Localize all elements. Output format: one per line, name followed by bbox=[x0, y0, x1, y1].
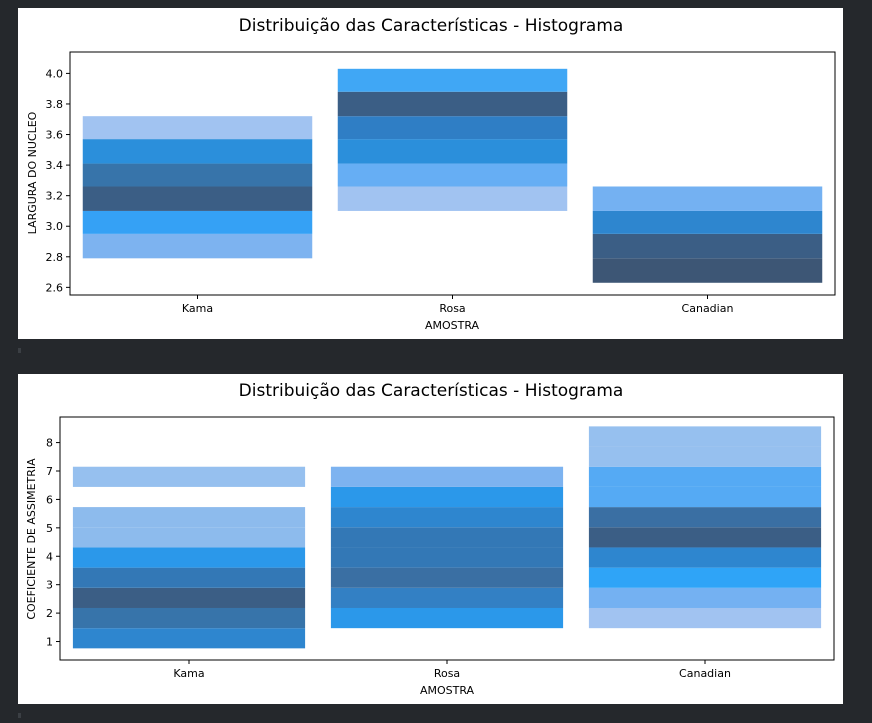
histogram-bin bbox=[588, 547, 822, 568]
histogram-bin bbox=[72, 466, 306, 487]
histogram-bin bbox=[337, 116, 568, 140]
chart-title: Distribuição das Características - Histo… bbox=[239, 381, 624, 401]
x-tick-label: Rosa bbox=[439, 302, 465, 315]
histogram-bin bbox=[588, 587, 822, 608]
histogram-bin bbox=[330, 507, 564, 528]
y-tick-label: 8 bbox=[46, 437, 53, 450]
histogram-bin bbox=[72, 507, 306, 528]
histogram-chart-largura: Distribuição das Características - Histo… bbox=[26, 16, 836, 332]
histogram-bin bbox=[330, 486, 564, 508]
histogram-bin bbox=[82, 186, 313, 211]
y-tick-label: 6 bbox=[46, 493, 53, 506]
histogram-bin bbox=[588, 567, 822, 588]
x-tick-label: Rosa bbox=[434, 667, 460, 680]
x-tick-label: Canadian bbox=[682, 302, 734, 315]
histogram-cells bbox=[82, 68, 823, 283]
histogram-bin bbox=[330, 466, 564, 487]
x-tick-label: Kama bbox=[173, 667, 204, 680]
histogram-bin bbox=[588, 466, 822, 487]
y-tick-label: 2 bbox=[46, 607, 53, 620]
histogram-bin bbox=[588, 507, 822, 528]
histogram-bin bbox=[588, 486, 822, 508]
histogram-bin bbox=[330, 527, 564, 548]
plot-frame bbox=[59, 416, 835, 661]
histogram-bin bbox=[72, 607, 306, 629]
histogram-bin bbox=[82, 139, 313, 164]
x-axis-label: AMOSTRA bbox=[420, 684, 475, 697]
histogram-cells bbox=[72, 426, 822, 649]
histogram-bin bbox=[588, 426, 822, 447]
histogram-bin bbox=[592, 186, 823, 211]
histogram-bin bbox=[72, 527, 306, 548]
x-tick-label: Canadian bbox=[679, 667, 731, 680]
histogram-bin bbox=[82, 116, 313, 140]
histogram-bin bbox=[82, 233, 313, 259]
histogram-bin bbox=[330, 567, 564, 588]
scroll-marker bbox=[18, 713, 21, 718]
histogram-bin bbox=[72, 587, 306, 608]
scroll-marker bbox=[18, 348, 21, 353]
histogram-bin bbox=[337, 139, 568, 164]
y-tick-label: 5 bbox=[46, 522, 53, 535]
histogram-bin bbox=[592, 258, 823, 283]
histogram-bin bbox=[588, 446, 822, 467]
histogram-bin bbox=[337, 68, 568, 92]
y-tick-label: 3.6 bbox=[46, 129, 64, 142]
x-axis: Kama Rosa Canadian bbox=[182, 295, 734, 315]
plot-frame bbox=[69, 51, 836, 296]
y-tick-label: 3.0 bbox=[46, 220, 64, 233]
y-tick-label: 4.0 bbox=[46, 67, 64, 80]
histogram-bin bbox=[330, 607, 564, 629]
y-axis-label: LARGURA DO NUCLEO bbox=[26, 111, 39, 234]
x-axis: Kama Rosa Canadian bbox=[173, 660, 731, 680]
chart-panel-largura: Distribuição das Características - Histo… bbox=[18, 8, 843, 339]
x-tick-label: Kama bbox=[182, 302, 213, 315]
histogram-bin bbox=[330, 547, 564, 568]
chart-title: Distribuição das Características - Histo… bbox=[239, 16, 624, 36]
y-axis-label: COEFICIENTE DE ASSIMETRIA bbox=[25, 458, 38, 620]
y-tick-label: 2.6 bbox=[46, 281, 64, 294]
histogram-bin bbox=[330, 587, 564, 608]
y-tick-label: 3.4 bbox=[46, 159, 64, 172]
histogram-bin bbox=[592, 210, 823, 234]
y-tick-label: 4 bbox=[46, 550, 53, 563]
histogram-bin bbox=[337, 163, 568, 187]
y-axis: 1 2 3 4 5 6 7 8 bbox=[46, 437, 60, 649]
y-tick-label: 3.2 bbox=[46, 190, 64, 203]
y-axis: 2.6 2.8 3.0 3.2 3.4 3.6 3.8 4.0 bbox=[46, 67, 70, 294]
histogram-bin bbox=[588, 527, 822, 548]
histogram-bin bbox=[337, 91, 568, 117]
histogram-bin bbox=[337, 186, 568, 211]
histogram-bin bbox=[82, 163, 313, 187]
histogram-bin bbox=[72, 547, 306, 568]
y-tick-label: 7 bbox=[46, 465, 53, 478]
histogram-bin bbox=[588, 607, 822, 629]
x-axis-label: AMOSTRA bbox=[425, 319, 480, 332]
histogram-bin bbox=[592, 233, 823, 259]
y-tick-label: 1 bbox=[46, 636, 53, 649]
y-tick-label: 3.8 bbox=[46, 98, 64, 111]
histogram-bin bbox=[72, 628, 306, 649]
chart-panel-assimetria: Distribuição das Características - Histo… bbox=[18, 374, 843, 704]
histogram-bin bbox=[72, 567, 306, 588]
y-tick-label: 2.8 bbox=[46, 251, 64, 264]
histogram-chart-assimetria: Distribuição das Características - Histo… bbox=[25, 381, 835, 697]
histogram-bin bbox=[82, 210, 313, 234]
y-tick-label: 3 bbox=[46, 579, 53, 592]
